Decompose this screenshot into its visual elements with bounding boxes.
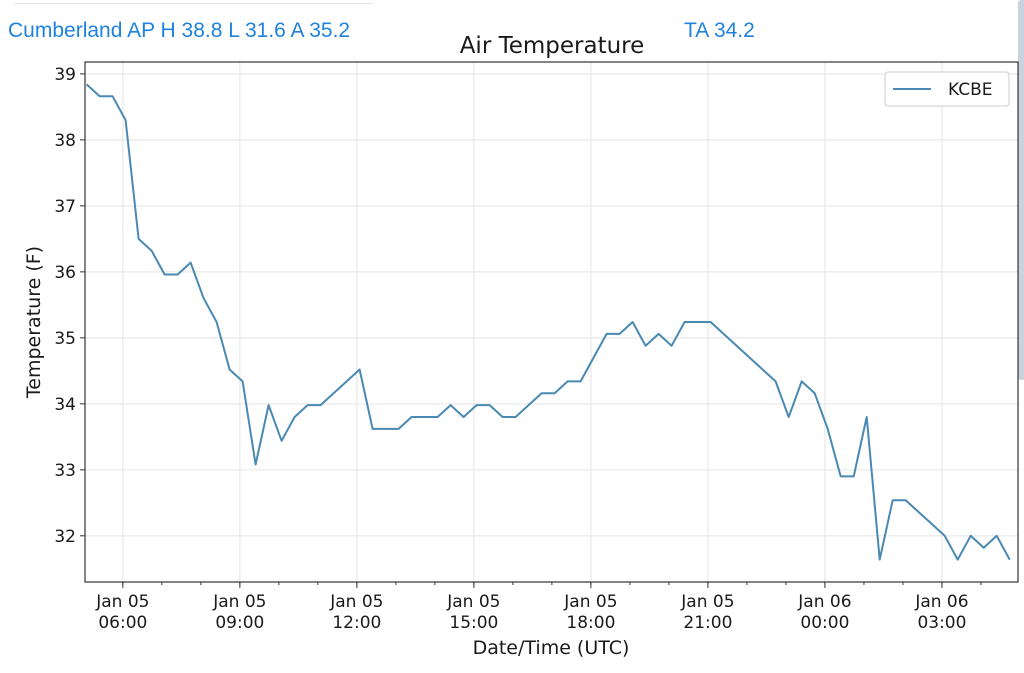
- x-tick-label-time: 00:00: [800, 613, 849, 633]
- x-tick-label-time: 06:00: [98, 613, 147, 633]
- plot-frame: [84, 61, 1019, 583]
- grid: [85, 62, 1018, 582]
- x-tick-label-time: 15:00: [449, 613, 498, 633]
- chart-title: Air Temperature: [460, 33, 645, 59]
- x-tick-label-time: 03:00: [917, 613, 966, 633]
- ta-value: TA 34.2: [684, 19, 755, 42]
- y-axis-label: Temperature (F): [23, 246, 45, 399]
- x-tick-label-time: 12:00: [332, 613, 381, 633]
- x-tick-label-date: Jan 05: [212, 592, 266, 612]
- station-summary: Cumberland AP H 38.8 L 31.6 A 35.2: [8, 19, 351, 42]
- x-tick-label-date: Jan 05: [446, 592, 500, 612]
- y-tick-label: 34: [54, 395, 76, 415]
- y-tick-label: 32: [54, 527, 76, 547]
- x-tick-label-date: Jan 05: [329, 592, 383, 612]
- x-tick-label-time: 18:00: [566, 613, 615, 633]
- y-tick-label: 39: [54, 65, 76, 85]
- x-tick-label-date: Jan 05: [680, 592, 734, 612]
- x-tick-label-date: Jan 06: [914, 592, 968, 612]
- series-line-kcbe: [85, 83, 1011, 561]
- x-axis-label: Date/Time (UTC): [473, 637, 630, 659]
- y-tick-label: 36: [54, 263, 76, 283]
- legend: KCBE: [884, 71, 1010, 107]
- x-tick-label-date: Jan 06: [797, 592, 851, 612]
- top-divider: [14, 3, 374, 4]
- x-tick-label-time: 09:00: [215, 613, 264, 633]
- y-tick-label: 38: [54, 131, 76, 151]
- x-tick-label-date: Jan 05: [95, 592, 149, 612]
- x-tick-label-date: Jan 05: [563, 592, 617, 612]
- y-tick-label: 37: [54, 197, 76, 217]
- legend-label: KCBE: [948, 80, 993, 100]
- y-tick-label: 33: [54, 461, 76, 481]
- scrollbar[interactable]: [1018, 0, 1024, 380]
- x-tick-label-time: 21:00: [683, 613, 732, 633]
- y-tick-label: 35: [54, 329, 76, 349]
